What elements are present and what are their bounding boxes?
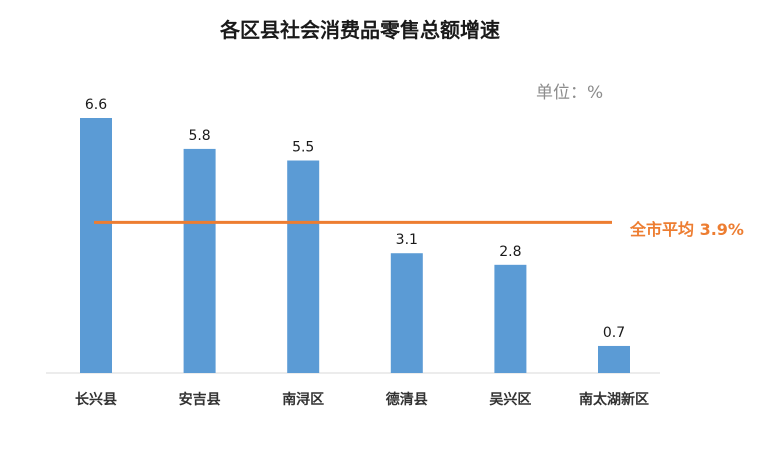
unit-label: 单位：% — [536, 83, 604, 103]
category-label-2: 安吉县 — [179, 391, 221, 408]
bar-5 — [494, 264, 527, 373]
category-label-1: 长兴县 — [75, 391, 117, 408]
bar-1 — [80, 118, 112, 373]
data-label-6: 0.7 — [603, 325, 625, 341]
data-label-5: 2.8 — [499, 244, 521, 260]
average-line-label: 全市平均 3.9% — [630, 220, 744, 239]
category-label-4: 德清县 — [386, 391, 428, 408]
chart-title: 各区县社会消费品零售总额增速 — [220, 18, 500, 42]
data-label-2: 5.8 — [188, 128, 210, 144]
bars-group: 6.6 长兴县 5.8 安吉县 5.5 南浔区 3.1 德清县 2.8 吴兴区 0.7 南太湖新区 — [75, 97, 649, 408]
bar-2 — [183, 148, 216, 373]
bar-3 — [287, 160, 320, 373]
data-label-3: 5.5 — [292, 140, 314, 156]
category-label-6: 南太湖新区 — [579, 391, 649, 408]
bar-6 — [598, 345, 630, 373]
data-label-1: 6.6 — [85, 97, 107, 113]
data-label-4: 3.1 — [396, 232, 418, 248]
category-label-3: 南浔区 — [282, 391, 324, 408]
bar-4 — [390, 253, 423, 373]
category-label-5: 吴兴区 — [489, 391, 531, 408]
